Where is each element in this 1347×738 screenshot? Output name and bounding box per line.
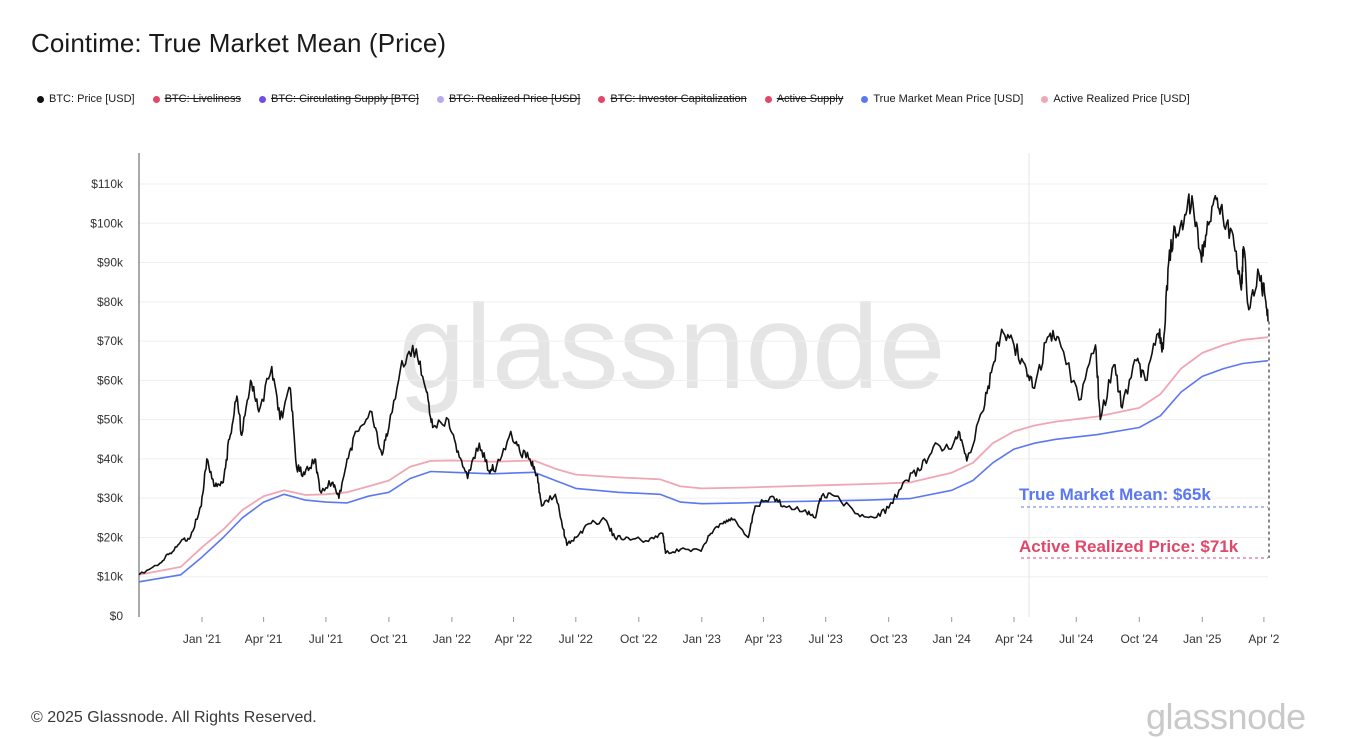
chart-title: Cointime: True Market Mean (Price) bbox=[31, 28, 447, 58]
legend-label: Active Supply bbox=[776, 93, 844, 105]
legend-label: BTC: Liveliness bbox=[164, 93, 241, 105]
x-tick-label: Apr '23 bbox=[745, 632, 783, 646]
x-axis-ticks: Jan '21 Apr '21 Jul '21 Oct '21 Jan '22 Apr '… bbox=[183, 617, 1280, 646]
x-tick-label: Jan '24 bbox=[933, 632, 972, 646]
x-tick-label: Jan '21 bbox=[183, 632, 222, 646]
legend-dot bbox=[764, 95, 772, 103]
legend-dot bbox=[436, 95, 444, 103]
legend-label: Active Realized Price [USD] bbox=[1053, 93, 1190, 105]
x-tick-label: Jul '24 bbox=[1059, 632, 1094, 646]
y-axis-ticks: $0 $10k $20k $30k $40k $50k $60k $70k $80k $90k $1… bbox=[90, 177, 124, 623]
y-tick-label: $60k bbox=[97, 373, 124, 387]
legend-item-circulating-supply[interactable]: BTC: Circulating Supply [BTC] bbox=[259, 93, 419, 105]
legend-label: True Market Mean Price [USD] bbox=[873, 93, 1024, 105]
y-tick-label: $70k bbox=[97, 334, 124, 348]
x-tick-label: Jul '21 bbox=[309, 632, 344, 646]
annotation-layer: True Market Mean: $65k Active Realized Pr… bbox=[1019, 321, 1270, 559]
y-tick-label: $90k bbox=[97, 256, 124, 270]
grid-lines bbox=[139, 183, 1268, 578]
copyright-text: © 2025 Glassnode. All Rights Reserved. bbox=[31, 709, 317, 726]
y-tick-label: $30k bbox=[97, 491, 124, 505]
legend-label: BTC: Price [USD] bbox=[49, 93, 135, 105]
y-tick-label: $110k bbox=[91, 177, 124, 191]
legend-item-active-supply[interactable]: Active Supply bbox=[764, 93, 844, 105]
series-layer bbox=[138, 193, 1269, 583]
x-tick-label: Apr '21 bbox=[245, 632, 283, 646]
legend-item-true-market-mean[interactable]: True Market Mean Price [USD] bbox=[861, 93, 1023, 105]
legend-label: BTC: Investor Capitalization bbox=[610, 93, 747, 105]
x-tick-label: Jul '23 bbox=[809, 632, 844, 646]
x-tick-label: Jan '23 bbox=[683, 632, 722, 646]
y-tick-label: $20k bbox=[97, 530, 124, 544]
watermark: glassnode bbox=[398, 280, 945, 414]
legend-dot bbox=[152, 95, 160, 103]
y-tick-label: $100k bbox=[90, 216, 124, 230]
legend-dot bbox=[598, 95, 606, 103]
glassnode-logo: glassnode bbox=[1146, 696, 1306, 737]
x-tick-label: Apr '22 bbox=[495, 632, 533, 646]
x-tick-label: Apr '24 bbox=[995, 632, 1033, 646]
series-line-active-realized-price bbox=[138, 336, 1269, 576]
x-tick-label: Jul '22 bbox=[559, 632, 594, 646]
legend-item-realized-price[interactable]: BTC: Realized Price [USD] bbox=[436, 93, 581, 105]
legend-dot bbox=[1041, 95, 1049, 103]
legend-dot bbox=[37, 95, 44, 103]
annotation-active-realized-price: Active Realized Price: $71k bbox=[1019, 537, 1239, 556]
x-tick-label: Jan '22 bbox=[433, 632, 472, 646]
legend-dot bbox=[259, 95, 266, 103]
annotation-true-market-mean: True Market Mean: $65k bbox=[1019, 485, 1211, 504]
x-tick-label: Oct '21 bbox=[370, 632, 408, 646]
legend-item-btc-price[interactable]: BTC: Price [USD] bbox=[37, 93, 135, 105]
x-tick-label: Oct '24 bbox=[1120, 632, 1158, 646]
x-tick-label: Oct '23 bbox=[870, 632, 908, 646]
legend-item-active-realized-price[interactable]: Active Realized Price [USD] bbox=[1041, 93, 1190, 105]
x-tick-label: Apr '2 bbox=[1248, 632, 1279, 646]
legend-dot bbox=[861, 95, 869, 103]
y-tick-label: $0 bbox=[110, 609, 124, 623]
legend-item-liveliness[interactable]: BTC: Liveliness bbox=[152, 93, 241, 105]
chart-legend: BTC: Price [USD] BTC: Liveliness BTC: Ci… bbox=[37, 93, 1208, 105]
legend-label: BTC: Realized Price [USD] bbox=[448, 93, 581, 105]
legend-item-investor-cap[interactable]: BTC: Investor Capitalization bbox=[598, 93, 747, 105]
y-tick-label: $40k bbox=[97, 452, 124, 466]
series-line-btc-price bbox=[138, 193, 1269, 576]
y-tick-label: $80k bbox=[97, 295, 124, 309]
y-tick-label: $50k bbox=[97, 413, 124, 427]
y-tick-label: $10k bbox=[97, 570, 124, 584]
x-tick-label: Jan '25 bbox=[1183, 632, 1222, 646]
series-line-true-market-mean bbox=[138, 359, 1269, 583]
x-tick-label: Oct '22 bbox=[620, 632, 658, 646]
legend-label: BTC: Circulating Supply [BTC] bbox=[271, 93, 419, 105]
